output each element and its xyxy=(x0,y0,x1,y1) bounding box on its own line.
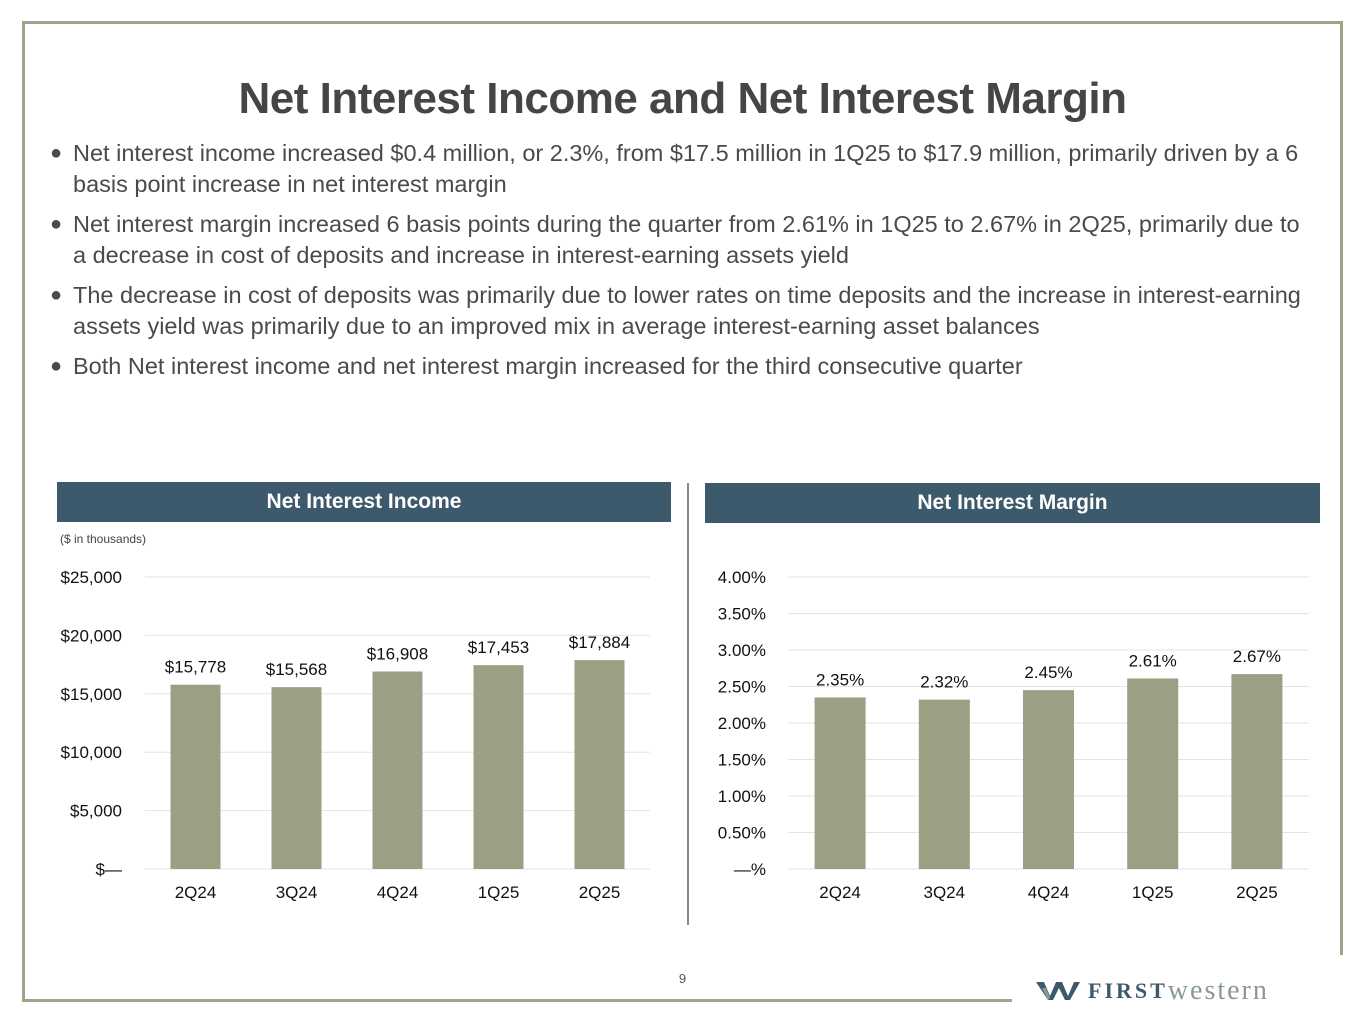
nii-chart-header: Net Interest Income xyxy=(57,482,671,522)
nii-y-tick-label: $15,000 xyxy=(61,685,122,704)
bullet-item: ● The decrease in cost of deposits was pr… xyxy=(50,280,1310,342)
frame-left-border xyxy=(22,21,25,1002)
nim-x-tick-label: 2Q24 xyxy=(819,883,861,902)
chart-divider xyxy=(687,483,689,925)
page-number: 9 xyxy=(678,971,687,986)
bullet-text: Net interest margin increased 6 basis po… xyxy=(73,211,1300,268)
nii-x-tick-label: 2Q24 xyxy=(175,883,217,902)
nii-x-tick-label: 1Q25 xyxy=(478,883,520,902)
nim-x-tick-label: 3Q24 xyxy=(924,883,966,902)
bullet-dot-icon: ● xyxy=(50,284,63,306)
nii-y-tick-label: $25,000 xyxy=(61,568,122,587)
bullet-item: ● Net interest margin increased 6 basis p… xyxy=(50,209,1310,271)
nii-bar-4Q24 xyxy=(372,671,423,869)
nii-bar-2Q24 xyxy=(170,684,221,869)
nim-bar-3Q24 xyxy=(918,699,970,869)
nii-bar-3Q24 xyxy=(271,687,322,869)
bullet-text: Both Net interest income and net interes… xyxy=(73,353,1023,379)
nii-y-tick-label: $— xyxy=(96,860,122,879)
frame-top-border xyxy=(22,21,1343,24)
frame-right-border xyxy=(1340,21,1343,955)
nii-units-note: ($ in thousands) xyxy=(60,532,147,546)
nii-x-tick-label: 3Q24 xyxy=(276,883,318,902)
company-logo: FIRST western xyxy=(1036,975,1269,1006)
nim-x-tick-label: 1Q25 xyxy=(1132,883,1174,902)
nim-y-tick-label: —% xyxy=(734,860,766,879)
nim-y-tick-label: 1.00% xyxy=(718,787,766,806)
nim-bar-4Q24 xyxy=(1023,690,1074,869)
bullet-text: Net interest income increased $0.4 milli… xyxy=(73,140,1299,197)
nim-data-label: 2.45% xyxy=(1024,663,1072,682)
nii-bar-1Q25 xyxy=(473,665,524,869)
nii-data-label: $16,908 xyxy=(367,645,428,664)
bullet-list: ● Net interest income increased $0.4 mill… xyxy=(50,138,1310,391)
nim-chart-header: Net Interest Margin xyxy=(705,483,1320,523)
nii-data-label: $15,568 xyxy=(266,660,327,679)
logo-western-text: western xyxy=(1167,975,1269,1006)
nim-y-tick-label: 3.00% xyxy=(718,641,766,660)
nim-data-label: 2.61% xyxy=(1129,651,1177,670)
nii-x-tick-label: 2Q25 xyxy=(579,883,621,902)
nim-x-tick-label: 4Q24 xyxy=(1028,883,1070,902)
frame-bottom-border xyxy=(22,999,1012,1002)
nim-data-label: 2.67% xyxy=(1233,647,1281,666)
bullet-dot-icon: ● xyxy=(50,213,63,235)
nim-y-tick-label: 0.50% xyxy=(718,824,766,843)
nii-data-label: $17,884 xyxy=(569,633,630,652)
bullet-item: ● Net interest income increased $0.4 mill… xyxy=(50,138,1310,200)
nii-x-tick-label: 4Q24 xyxy=(377,883,419,902)
nim-y-tick-label: 1.50% xyxy=(718,751,766,770)
nim-bar-2Q25 xyxy=(1231,674,1283,869)
nim-y-tick-label: 3.50% xyxy=(718,605,766,624)
slide-title: Net Interest Income and Net Interest Mar… xyxy=(238,74,1127,123)
nii-y-tick-label: $20,000 xyxy=(61,626,122,645)
w-logo-icon xyxy=(1036,982,1080,1000)
nim-y-tick-label: 4.00% xyxy=(718,568,766,587)
nim-data-label: 2.35% xyxy=(816,670,864,689)
nii-data-label: $15,778 xyxy=(165,658,226,677)
nim-bar-1Q25 xyxy=(1127,678,1179,869)
nii-y-tick-label: $5,000 xyxy=(70,802,122,821)
bullet-text: The decrease in cost of deposits was pri… xyxy=(73,282,1301,339)
nii-bar-2Q25 xyxy=(574,660,625,869)
nim-y-tick-label: 2.50% xyxy=(718,678,766,697)
nii-data-label: $17,453 xyxy=(468,638,529,657)
nii-y-tick-label: $10,000 xyxy=(61,743,122,762)
nim-x-tick-label: 2Q25 xyxy=(1236,883,1278,902)
bullet-dot-icon: ● xyxy=(50,142,63,164)
logo-first-text: FIRST xyxy=(1088,978,1168,1003)
bullet-item: ● Both Net interest income and net intere… xyxy=(50,351,1310,382)
nim-bar-2Q24 xyxy=(814,697,866,869)
bullet-dot-icon: ● xyxy=(50,355,63,377)
nim-data-label: 2.32% xyxy=(920,673,968,692)
nim-y-tick-label: 2.00% xyxy=(718,714,766,733)
